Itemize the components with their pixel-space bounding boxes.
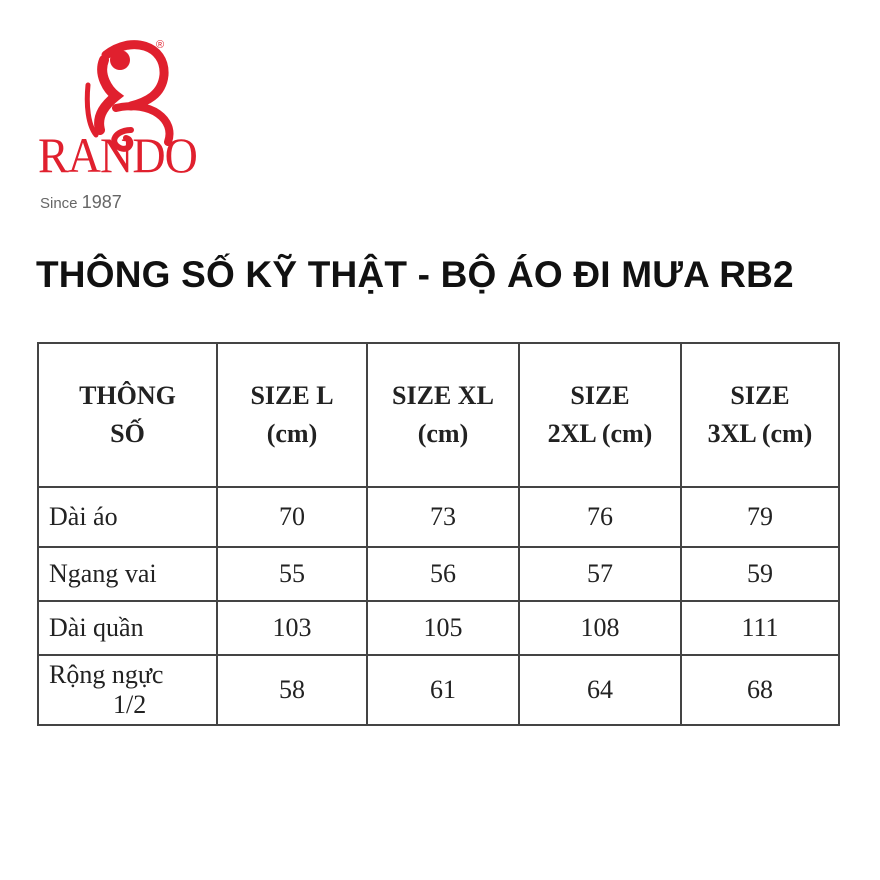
cell-value: 105: [366, 600, 520, 656]
since-tagline: Since 1987: [40, 192, 122, 213]
header-row: THÔNG SỐ SIZE L (cm) SIZE XL (cm) SIZE 2XL (…: [37, 342, 840, 488]
header-line: (cm): [266, 419, 318, 448]
header-size-3xl: SIZE 3XL (cm): [680, 342, 840, 488]
table-row: Dài áo 70 73 76 79: [37, 486, 840, 548]
header-spec: THÔNG SỐ: [37, 342, 218, 488]
cell-value: 79: [680, 486, 840, 548]
header-line: (cm): [417, 419, 469, 448]
row-label: Dài quần: [37, 600, 218, 656]
header-line: SIZE: [730, 381, 790, 410]
cell-value: 103: [216, 600, 368, 656]
cell-value: 68: [680, 654, 840, 726]
cell-value: 59: [680, 546, 840, 602]
since-year: 1987: [81, 192, 122, 212]
rando-seahorse-logo: ®: [84, 39, 174, 152]
cell-value: 64: [518, 654, 682, 726]
registered-mark: ®: [156, 39, 164, 51]
cell-value: 61: [366, 654, 520, 726]
header-size-l: SIZE L (cm): [216, 342, 368, 488]
cell-value: 58: [216, 654, 368, 726]
table-row: Dài quần 103 105 108 111: [37, 600, 840, 656]
row-label: Dài áo: [37, 486, 218, 548]
header-size-2xl: SIZE 2XL (cm): [518, 342, 682, 488]
header-size-xl: SIZE XL (cm): [366, 342, 520, 488]
since-label: Since: [40, 195, 78, 212]
header-line: SỐ: [110, 419, 145, 448]
table-row: Ngang vai 55 56 57 59: [37, 546, 840, 602]
header-line: 2XL (cm): [547, 419, 653, 448]
page-title: THÔNG SỐ KỸ THẬT - BỘ ÁO ĐI MƯA RB2: [36, 254, 794, 295]
cell-value: 57: [518, 546, 682, 602]
cell-value: 108: [518, 600, 682, 656]
row-label-line: 1/2: [113, 690, 147, 719]
table-row: Rộng ngực 1/2 58 61 64 68: [37, 654, 840, 726]
header-line: 3XL (cm): [707, 419, 813, 448]
header-line: THÔNG: [79, 381, 176, 410]
size-spec-table: THÔNG SỐ SIZE L (cm) SIZE XL (cm) SIZE 2XL (…: [37, 342, 840, 726]
row-label: Ngang vai: [37, 546, 218, 602]
header-line: SIZE: [570, 381, 630, 410]
brand-name: RANDO: [38, 127, 198, 183]
header-line: SIZE XL: [392, 381, 494, 410]
row-label: Rộng ngực 1/2: [37, 654, 218, 726]
cell-value: 56: [366, 546, 520, 602]
row-label-line: Rộng ngực: [49, 660, 164, 689]
cell-value: 70: [216, 486, 368, 548]
cell-value: 55: [216, 546, 368, 602]
cell-value: 73: [366, 486, 520, 548]
header-line: SIZE L: [250, 381, 334, 410]
cell-value: 76: [518, 486, 682, 548]
cell-value: 111: [680, 600, 840, 656]
